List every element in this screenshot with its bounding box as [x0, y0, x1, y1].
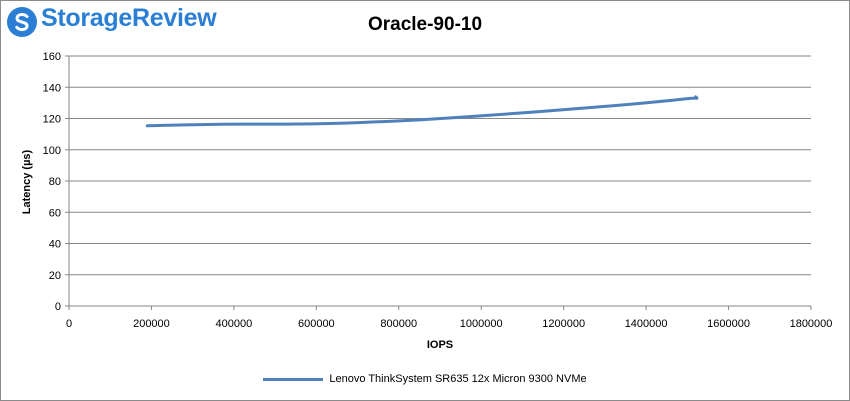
y-tick-labels: 0 20 40 60 80 100 120 140 160 — [43, 51, 61, 313]
y-tick-label: 80 — [49, 176, 61, 188]
legend-label: Lenovo ThinkSystem SR635 12x Micron 9300… — [329, 373, 587, 385]
x-tick-label: 800000 — [380, 318, 417, 330]
series-line — [145, 95, 699, 128]
x-tick-label: 1400000 — [625, 318, 668, 330]
x-tick-label: 0 — [66, 318, 72, 330]
brand-logo: StorageReview — [6, 4, 226, 38]
legend-swatch — [263, 377, 324, 381]
chart-title: Oracle-90-10 — [367, 14, 483, 35]
storagereview-logo-icon — [7, 7, 37, 37]
x-axis-label: IOPS — [427, 339, 453, 351]
legend: Lenovo ThinkSystem SR635 12x Micron 9300… — [0, 373, 850, 385]
y-tick-label: 120 — [43, 114, 61, 126]
x-tick-label: 1800000 — [790, 318, 833, 330]
brand-name: StorageReview — [41, 4, 217, 32]
x-tick-label: 1200000 — [542, 318, 585, 330]
y-tick-label: 0 — [55, 301, 61, 313]
x-tick-label: 1000000 — [460, 318, 503, 330]
gridlines — [69, 55, 811, 276]
y-tick-label: 40 — [49, 239, 61, 251]
y-tick-label: 160 — [43, 51, 61, 63]
y-tick-label: 20 — [49, 270, 61, 282]
y-axis-label: Latency (µs) — [21, 149, 33, 214]
x-tick-label: 400000 — [216, 318, 253, 330]
axes — [65, 55, 812, 310]
y-tick-label: 60 — [49, 207, 61, 219]
x-tick-labels: 0 200000 400000 600000 800000 1000000 1200000 1… — [66, 318, 832, 330]
x-tick-label: 1600000 — [707, 318, 750, 330]
x-tick-label: 200000 — [133, 318, 170, 330]
y-tick-label: 140 — [43, 82, 61, 94]
x-tick-label: 600000 — [298, 318, 335, 330]
y-tick-label: 100 — [43, 145, 61, 157]
